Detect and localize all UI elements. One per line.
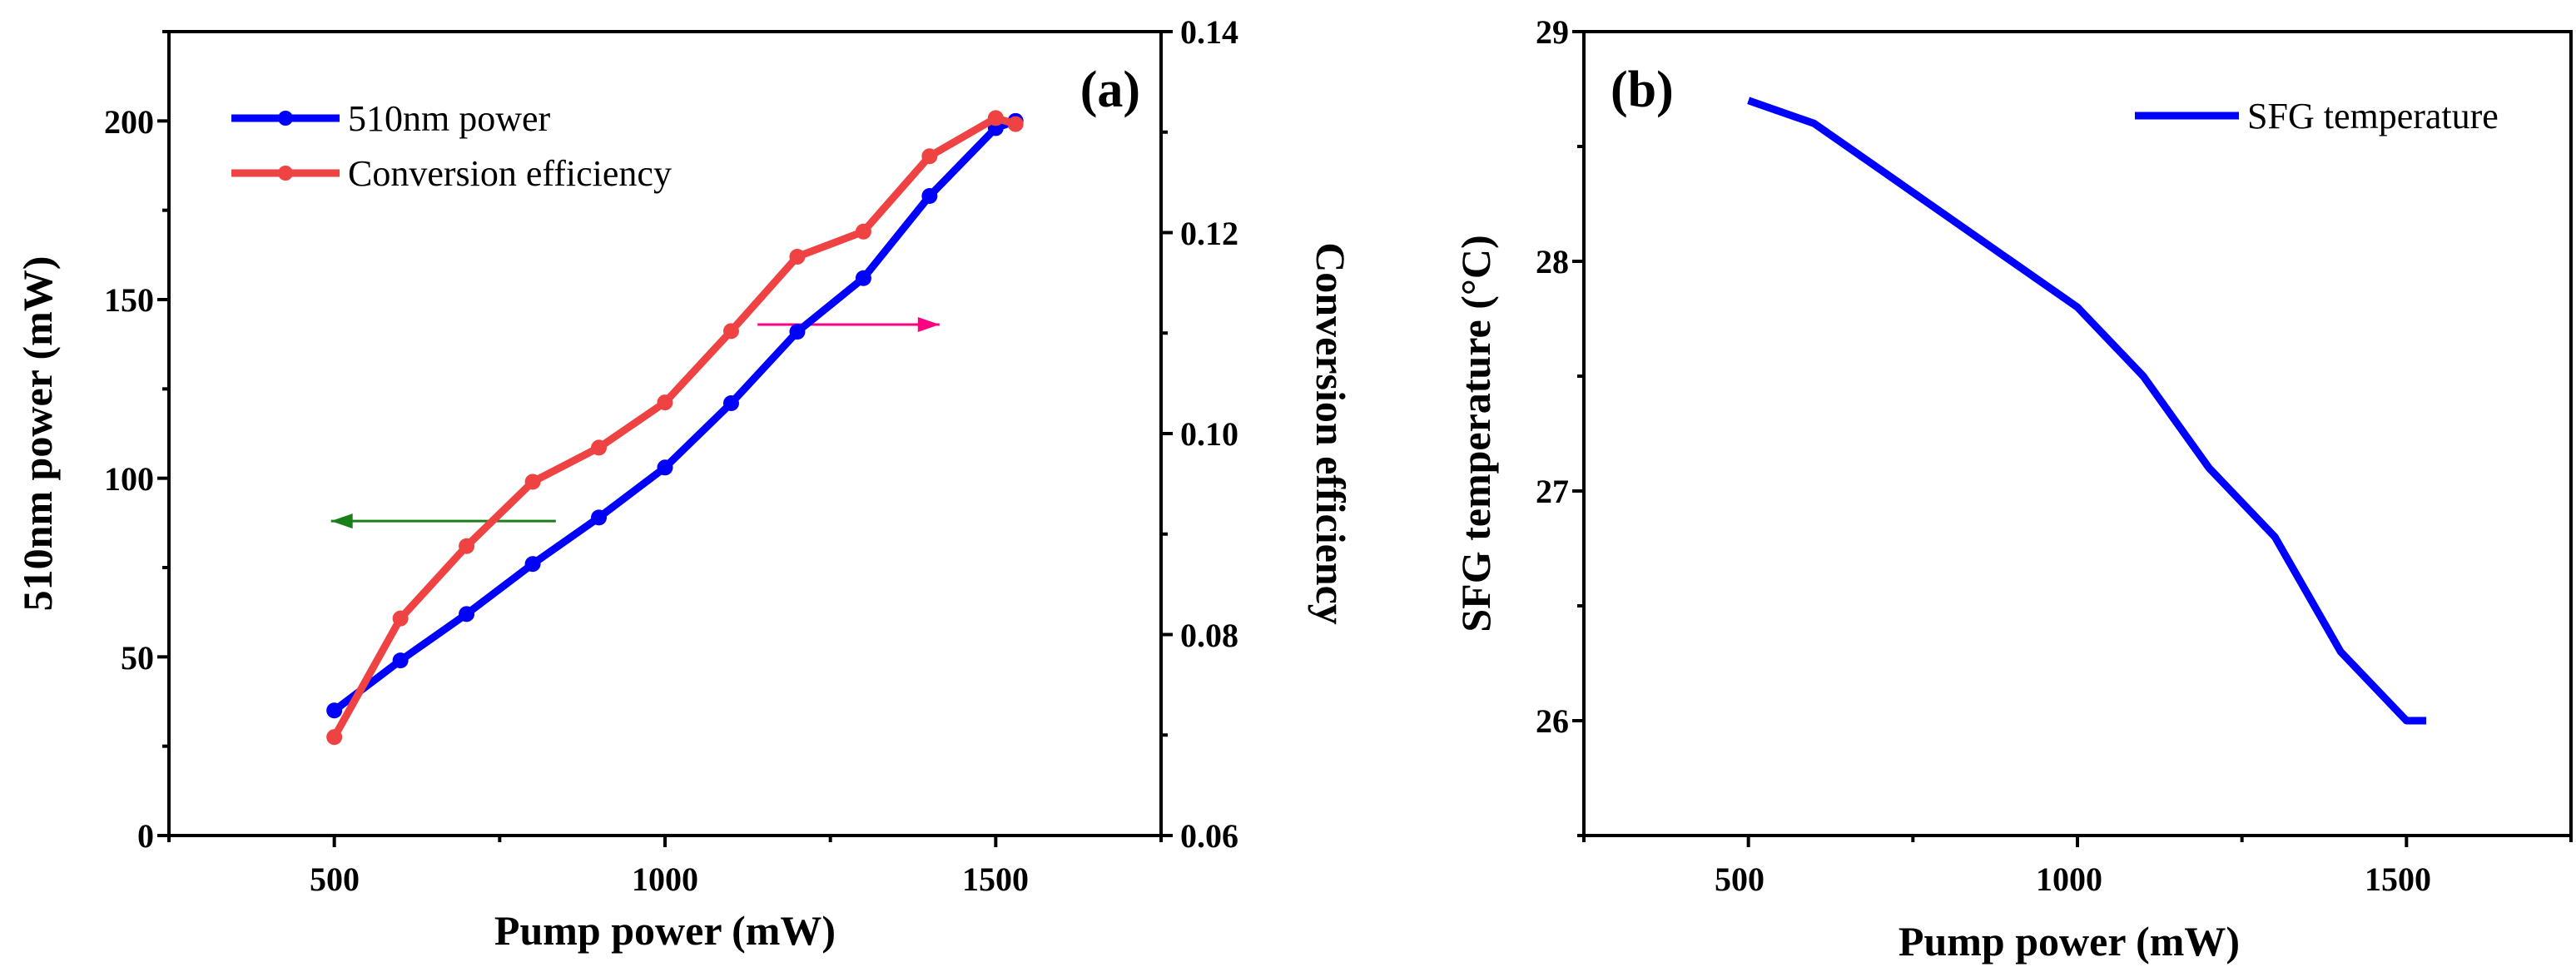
series-line-sfg-temperature	[1747, 97, 2427, 725]
data-point-510nm-power	[326, 702, 343, 719]
panel-label-a: (a)	[1080, 62, 1140, 118]
legend-label-conversion-efficiency: Conversion efficiency	[348, 153, 672, 194]
y2-tick-label: 0.12	[1180, 215, 1238, 252]
data-point-510nm-power	[459, 606, 475, 622]
data-point-conversion-efficiency	[987, 110, 1004, 126]
y-tick-label: 27	[1536, 473, 1569, 510]
data-point-conversion-efficiency	[722, 323, 739, 340]
data-point-510nm-power	[657, 459, 673, 476]
plot-frame-a	[167, 30, 1163, 837]
data-point-510nm-power	[789, 324, 806, 340]
axis-indicator-arrows-a	[330, 317, 940, 529]
data-point-510nm-power	[591, 509, 608, 526]
x-tick-label: 500	[1715, 860, 1764, 898]
axis-ticks-b	[1572, 30, 2573, 847]
y-tick-label: 0	[137, 817, 154, 855]
plot-frame-b	[1582, 30, 2573, 837]
y2-tick-label: 0.08	[1180, 617, 1238, 654]
x-tick-label: 500	[310, 860, 360, 898]
data-point-510nm-power	[722, 395, 739, 412]
series-layer-b	[1747, 97, 2427, 725]
y-axis-title: 510nm power (mW)	[14, 256, 61, 612]
data-point-conversion-efficiency	[392, 610, 409, 627]
data-point-conversion-efficiency	[657, 394, 673, 411]
legend-label-sfg-temperature: SFG temperature	[2247, 96, 2499, 136]
y-tick-label: 29	[1536, 13, 1569, 51]
axis-ticks-a	[157, 30, 1173, 847]
legend-label-510nm-power: 510nm power	[348, 98, 551, 139]
y-axis-title: SFG temperature (°C)	[1452, 235, 1499, 632]
axis-indicator-arrow-head	[917, 317, 940, 333]
y2-tick-label: 0.06	[1180, 817, 1238, 855]
y-tick-label: 28	[1536, 243, 1569, 280]
legend-marker-conversion-efficiency	[278, 166, 293, 181]
data-point-conversion-efficiency	[524, 474, 541, 490]
data-point-conversion-efficiency	[789, 248, 806, 265]
data-point-conversion-efficiency	[591, 439, 608, 456]
data-point-510nm-power	[921, 187, 938, 204]
y2-tick-label: 0.14	[1180, 13, 1238, 51]
x-axis-title: Pump power (mW)	[494, 907, 836, 954]
x-tick-label: 1000	[2036, 860, 2102, 898]
data-point-conversion-efficiency	[459, 538, 475, 554]
x-tick-label: 1000	[632, 860, 698, 898]
data-point-510nm-power	[855, 270, 871, 286]
series-layer-a	[326, 110, 1024, 746]
y2-axis-title: Conversion efficiency	[1308, 242, 1354, 625]
legend-marker-510nm-power	[278, 111, 293, 126]
y-tick-label: 200	[104, 103, 154, 141]
x-tick-label: 1500	[2365, 860, 2431, 898]
axis-indicator-arrow-head	[330, 513, 353, 529]
series-line-conversion-efficiency	[330, 114, 1017, 739]
data-point-conversion-efficiency	[855, 223, 871, 240]
legend-b: SFG temperature	[2135, 96, 2499, 136]
series-line-510nm-power	[331, 117, 1017, 714]
data-point-510nm-power	[524, 556, 541, 573]
data-point-conversion-efficiency	[921, 148, 938, 165]
y-tick-label: 150	[104, 281, 154, 319]
y-tick-label: 50	[121, 639, 154, 677]
y-tick-label: 100	[104, 460, 154, 498]
panel-label-b: (b)	[1611, 62, 1674, 118]
panel-b: 26 27 28 29 500 1000 1500 Pump power (mW…	[1452, 13, 2573, 965]
y2-tick-label: 0.10	[1180, 415, 1238, 453]
data-point-conversion-efficiency	[1007, 116, 1024, 132]
data-point-510nm-power	[392, 652, 409, 669]
x-tick-label: 1500	[962, 860, 1029, 898]
y-tick-label: 26	[1536, 702, 1569, 740]
x-axis-title: Pump power (mW)	[1898, 918, 2240, 965]
panel-a: 0 50 100 150 200 0.06 0.08 0.10 0.12 0.1…	[14, 13, 1354, 954]
data-point-conversion-efficiency	[326, 729, 343, 746]
legend-a: 510nm power Conversion efficiency	[231, 98, 672, 194]
